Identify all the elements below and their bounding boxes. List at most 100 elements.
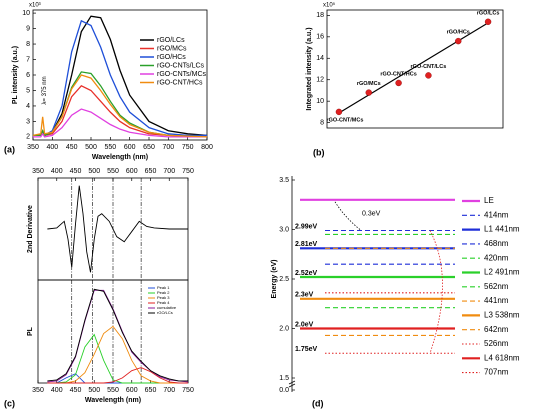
y-tick-label: 6 [26, 72, 30, 79]
legend-label: Peak 4 [157, 300, 170, 305]
axis-multiplier: x10³ [29, 3, 41, 9]
series-line [32, 74, 208, 138]
x-axis-label: Wavelength (nm) [92, 154, 148, 161]
x-tick-label: 550 [107, 387, 119, 394]
y-tick-label: 16 [316, 34, 324, 41]
x-tick-label: 700 [163, 387, 175, 394]
x-tick-label: 450 [70, 387, 82, 394]
legend-label: cumulative [157, 305, 177, 310]
y-axis-label: PL intensity (a.u.) [12, 46, 19, 104]
y-axis-label: PL [27, 326, 34, 336]
legend-label: 468nm [484, 239, 509, 248]
y-tick-label: 5 [26, 87, 30, 94]
data-point [395, 79, 402, 87]
y-tick-label: 14 [316, 55, 324, 62]
y-tick-label: 2.5 [279, 276, 289, 283]
x-tick-label: 650 [145, 168, 157, 175]
fit-line [338, 22, 489, 114]
x-tick-label: 750 [182, 168, 194, 175]
x-tick-label: 700 [163, 168, 175, 175]
transition-arrow [429, 230, 443, 354]
legend-label: Peak 2 [157, 290, 170, 295]
y-axis-label: Integrated intensity (a.u.) [306, 27, 313, 110]
legend-label: 642nm [484, 325, 509, 334]
legend-label: rGO/MCs [157, 45, 187, 52]
energy-annotation: 2.52eV [295, 270, 318, 277]
panel-label: (b) [313, 147, 325, 157]
legend-label: L4 618nm [484, 353, 520, 362]
y-tick-label: 9 [26, 25, 30, 32]
x-tick-label: 450 [66, 144, 78, 151]
y-tick-label: 4 [26, 103, 30, 110]
energy-annotation: 0.3eV [362, 210, 381, 217]
point-label: rGO-CNT/MCs [326, 117, 363, 123]
panel-label: (a) [4, 144, 15, 154]
x-tick-label: 650 [145, 387, 157, 394]
y-axis-label: Energy (eV) [271, 260, 278, 299]
data-point [484, 18, 492, 25]
axis-multiplier: x10⁵ [323, 2, 336, 9]
y-tick-label: 10 [22, 10, 30, 17]
x-tick-label: 350 [27, 144, 39, 151]
legend-label: 414nm [484, 210, 509, 219]
series-line [47, 185, 188, 273]
panel-label: (c) [4, 398, 15, 408]
y-tick-label: 18 [316, 12, 324, 19]
x-tick-label: 350 [32, 168, 44, 175]
data-point [365, 89, 372, 96]
legend-label: 562nm [484, 282, 509, 291]
plot-frame [326, 9, 504, 129]
annotation: λ= 375 nm [42, 76, 48, 104]
x-tick-label: 600 [126, 387, 138, 394]
legend-label: rGO-CNTs/LCs [157, 62, 205, 69]
y-tick-label: 7 [26, 56, 30, 63]
x-axis-label: Wavelength (nm) [85, 397, 141, 404]
x-tick-label: 750 [182, 387, 194, 394]
legend-label: rGO/HCs [157, 54, 186, 61]
series-line [47, 288, 188, 382]
y-tick-label: 8 [26, 41, 30, 48]
x-tick-label: 500 [85, 144, 97, 151]
y-axis-label: 2nd Derivative [27, 205, 34, 253]
y-tick-label: 2.0 [279, 325, 289, 332]
energy-annotation: 2.3eV [295, 292, 314, 299]
legend-label: L1 441nm [484, 225, 520, 234]
legend-label: L2 491nm [484, 268, 520, 277]
x-tick-label: 450 [70, 168, 82, 175]
legend-label: Peak 3 [157, 295, 170, 300]
point-label: rGO-CNT/HCs [380, 71, 416, 77]
legend-label: rGO/LCs [157, 310, 173, 315]
point-label: rGO/LCs [477, 10, 500, 16]
x-tick-label: 400 [46, 144, 58, 151]
legend-label: 420nm [484, 253, 509, 262]
point-label: rGO/HCs [447, 30, 470, 36]
y-tick-label: 2 [26, 134, 30, 141]
y-tick-label: 0.0 [279, 387, 289, 394]
legend-label: 526nm [484, 339, 509, 348]
y-tick-label: 12 [316, 77, 324, 84]
transition-arrow [334, 201, 361, 230]
legend-label: 441nm [484, 296, 509, 305]
x-tick-label: 550 [104, 144, 116, 151]
series-line [33, 108, 207, 138]
axis-break [288, 380, 296, 385]
y-tick-label: 3.0 [279, 226, 289, 233]
series-line [47, 325, 188, 384]
x-tick-label: 500 [88, 387, 100, 394]
point-label: rGO-CNT/LCs [411, 64, 447, 70]
legend-label: rGO-CNT/HCs [157, 79, 203, 86]
series-line [47, 367, 188, 384]
data-point [455, 37, 462, 45]
x-tick-label: 800 [201, 144, 213, 151]
legend-label: Peak 1 [157, 285, 170, 290]
y-tick-label: 8 [320, 119, 324, 126]
x-tick-label: 600 [126, 168, 138, 175]
y-tick-label: 1.5 [279, 375, 289, 382]
x-tick-label: 650 [143, 144, 155, 151]
data-point [335, 108, 343, 116]
legend-label: L3 538nm [484, 311, 520, 320]
x-tick-label: 400 [51, 168, 63, 175]
energy-annotation: 1.75eV [295, 346, 318, 353]
